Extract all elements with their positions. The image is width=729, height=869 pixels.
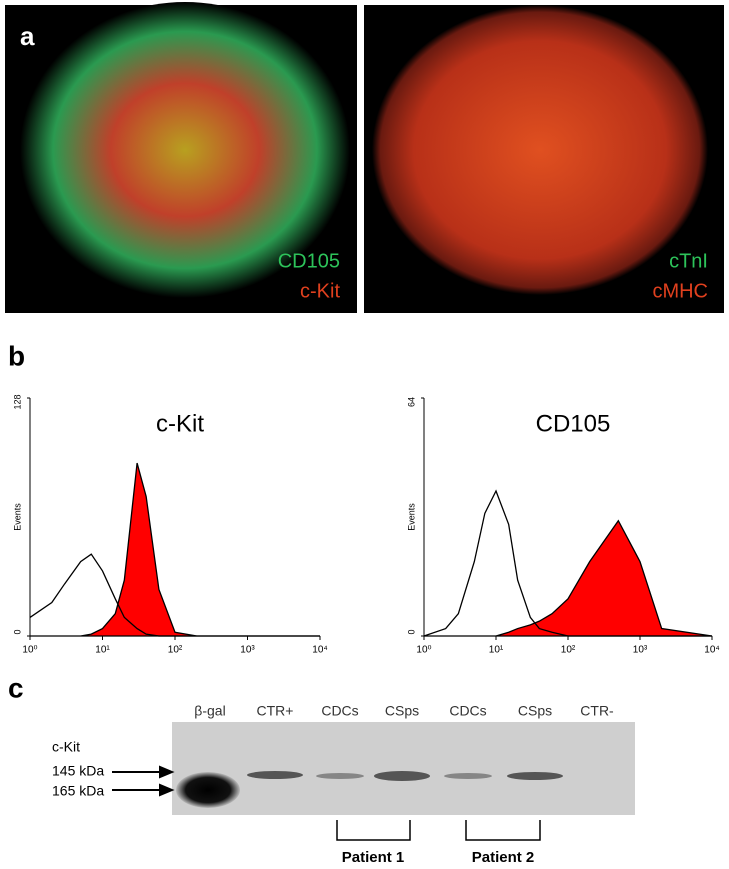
y-tick-label: 64: [406, 397, 416, 407]
stain-label: cMHC: [652, 280, 708, 302]
x-tick-label: 10⁰: [416, 645, 431, 656]
stain-label: cTnI: [669, 250, 708, 272]
brackets: [336, 820, 541, 841]
chart-title: c-Kit: [156, 410, 204, 437]
x-tick-label: 10¹: [95, 645, 110, 656]
lane-label: CSps: [385, 703, 419, 719]
x-tick-label: 10²: [561, 645, 576, 656]
lane-label: CTR-: [580, 703, 614, 719]
stain-label: CD105: [278, 250, 340, 272]
y-tick-label: 0: [406, 629, 416, 634]
histogram-area: [30, 462, 320, 637]
stain-label: c-Kit: [300, 280, 340, 302]
spheroid: [372, 5, 708, 295]
lane-label: β-gal: [194, 703, 225, 719]
histogram-area: [424, 519, 713, 637]
x-tick-label: 10³: [240, 645, 255, 656]
y-tick-label: 0: [12, 629, 22, 634]
x-tick-label: 10⁴: [704, 645, 719, 656]
panel-label: a: [20, 21, 35, 51]
arrows: [112, 765, 175, 797]
panel-label: c: [8, 672, 24, 703]
marker-label: 145 kDa: [52, 763, 104, 779]
y-axis-label: Events: [406, 503, 416, 531]
x-tick-label: 10⁰: [22, 645, 37, 656]
bands: [247, 771, 563, 781]
histogram-line: [29, 553, 320, 637]
lane-label: CSps: [518, 703, 552, 719]
blot: [172, 722, 635, 815]
panel-label: b: [8, 340, 25, 371]
x-tick-label: 10²: [168, 645, 183, 656]
lane-label: CTR+: [257, 703, 294, 719]
group-label: Patient 1: [342, 849, 405, 866]
group-label: Patient 2: [472, 849, 535, 866]
marker-label: 165 kDa: [52, 783, 104, 799]
x-tick-label: 10¹: [489, 645, 504, 656]
x-tick-label: 10⁴: [312, 645, 327, 656]
y-axis-label: Events: [12, 503, 22, 531]
chart-title: CD105: [536, 410, 611, 437]
marker-label: c-Kit: [52, 739, 80, 755]
y-tick-label: 128: [12, 394, 22, 409]
x-tick-label: 10³: [633, 645, 648, 656]
lane-label: CDCs: [321, 703, 358, 719]
spheroid: [20, 2, 350, 298]
band: [176, 772, 240, 808]
lane-label: CDCs: [449, 703, 486, 719]
